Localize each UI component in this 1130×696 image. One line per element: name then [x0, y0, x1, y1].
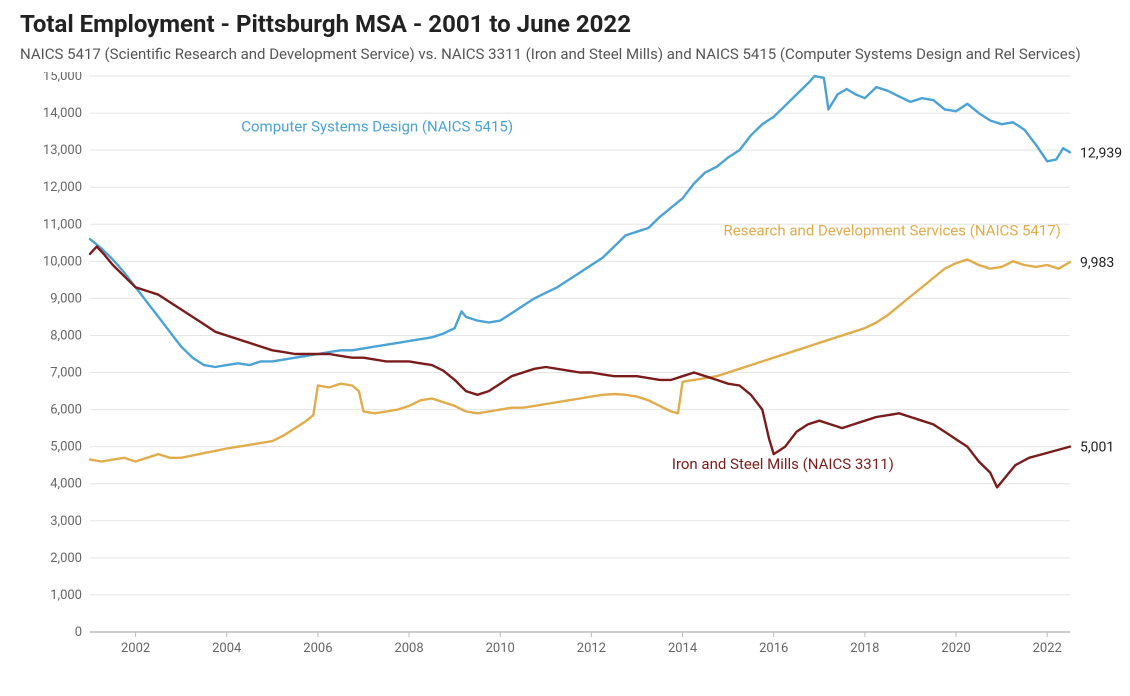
y-tick-label: 9,000	[50, 292, 82, 307]
y-tick-label: 1,000	[50, 588, 82, 603]
series-label-computer_systems_design: Computer Systems Design (NAICS 5415)	[241, 118, 513, 136]
chart-container: Total Employment - Pittsburgh MSA - 2001…	[0, 0, 1130, 696]
series-line-iron_steel_mills	[90, 247, 1070, 488]
chart-subtitle: NAICS 5417 (Scientific Research and Deve…	[20, 44, 1110, 64]
series-line-research_development	[90, 260, 1070, 462]
x-tick-label: 2022	[1033, 641, 1062, 656]
x-tick-label: 2010	[486, 641, 515, 656]
y-tick-label: 15,000	[43, 72, 82, 84]
y-tick-label: 12,000	[43, 180, 82, 195]
y-tick-label: 10,000	[43, 255, 82, 270]
x-tick-label: 2018	[850, 641, 879, 656]
y-tick-label: 14,000	[43, 106, 82, 121]
y-tick-label: 13,000	[43, 143, 82, 158]
y-tick-label: 4,000	[50, 477, 82, 492]
chart-svg: 0 1,000 2,000 3,000 4,000 5,000 6,000 7,000 8,00…	[20, 72, 1130, 662]
x-tick-label: 2004	[212, 641, 242, 656]
y-tick-label: 11,000	[43, 218, 82, 233]
y-tick-label: 7,000	[50, 366, 82, 381]
x-tick-label: 2012	[577, 641, 606, 656]
y-tick-label: 6,000	[50, 403, 82, 418]
x-tick-label: 2020	[941, 641, 970, 656]
chart-plot-area: 0 1,000 2,000 3,000 4,000 5,000 6,000 7,000 8,00…	[20, 72, 1110, 662]
end-label-iron_steel_mills: 5,001	[1080, 440, 1114, 456]
y-tick-label: 5,000	[50, 440, 82, 455]
x-tick-label: 2014	[668, 641, 698, 656]
end-label-computer_systems_design: 12,939	[1080, 146, 1122, 162]
series-label-research_development: Research and Development Services (NAICS…	[724, 222, 1061, 240]
x-tick-label: 2008	[394, 641, 423, 656]
x-tick-label: 2016	[759, 641, 788, 656]
y-tick-label: 8,000	[50, 329, 82, 344]
series-label-iron_steel_mills: Iron and Steel Mills (NAICS 3311)	[672, 455, 894, 473]
y-tick-label: 0	[75, 625, 82, 640]
chart-title: Total Employment - Pittsburgh MSA - 2001…	[20, 10, 1110, 38]
y-tick-label: 3,000	[50, 514, 82, 529]
end-label-research_development: 9,983	[1080, 255, 1114, 271]
x-tick-label: 2002	[121, 641, 150, 656]
y-tick-label: 2,000	[50, 551, 82, 566]
x-tick-label: 2006	[303, 641, 332, 656]
